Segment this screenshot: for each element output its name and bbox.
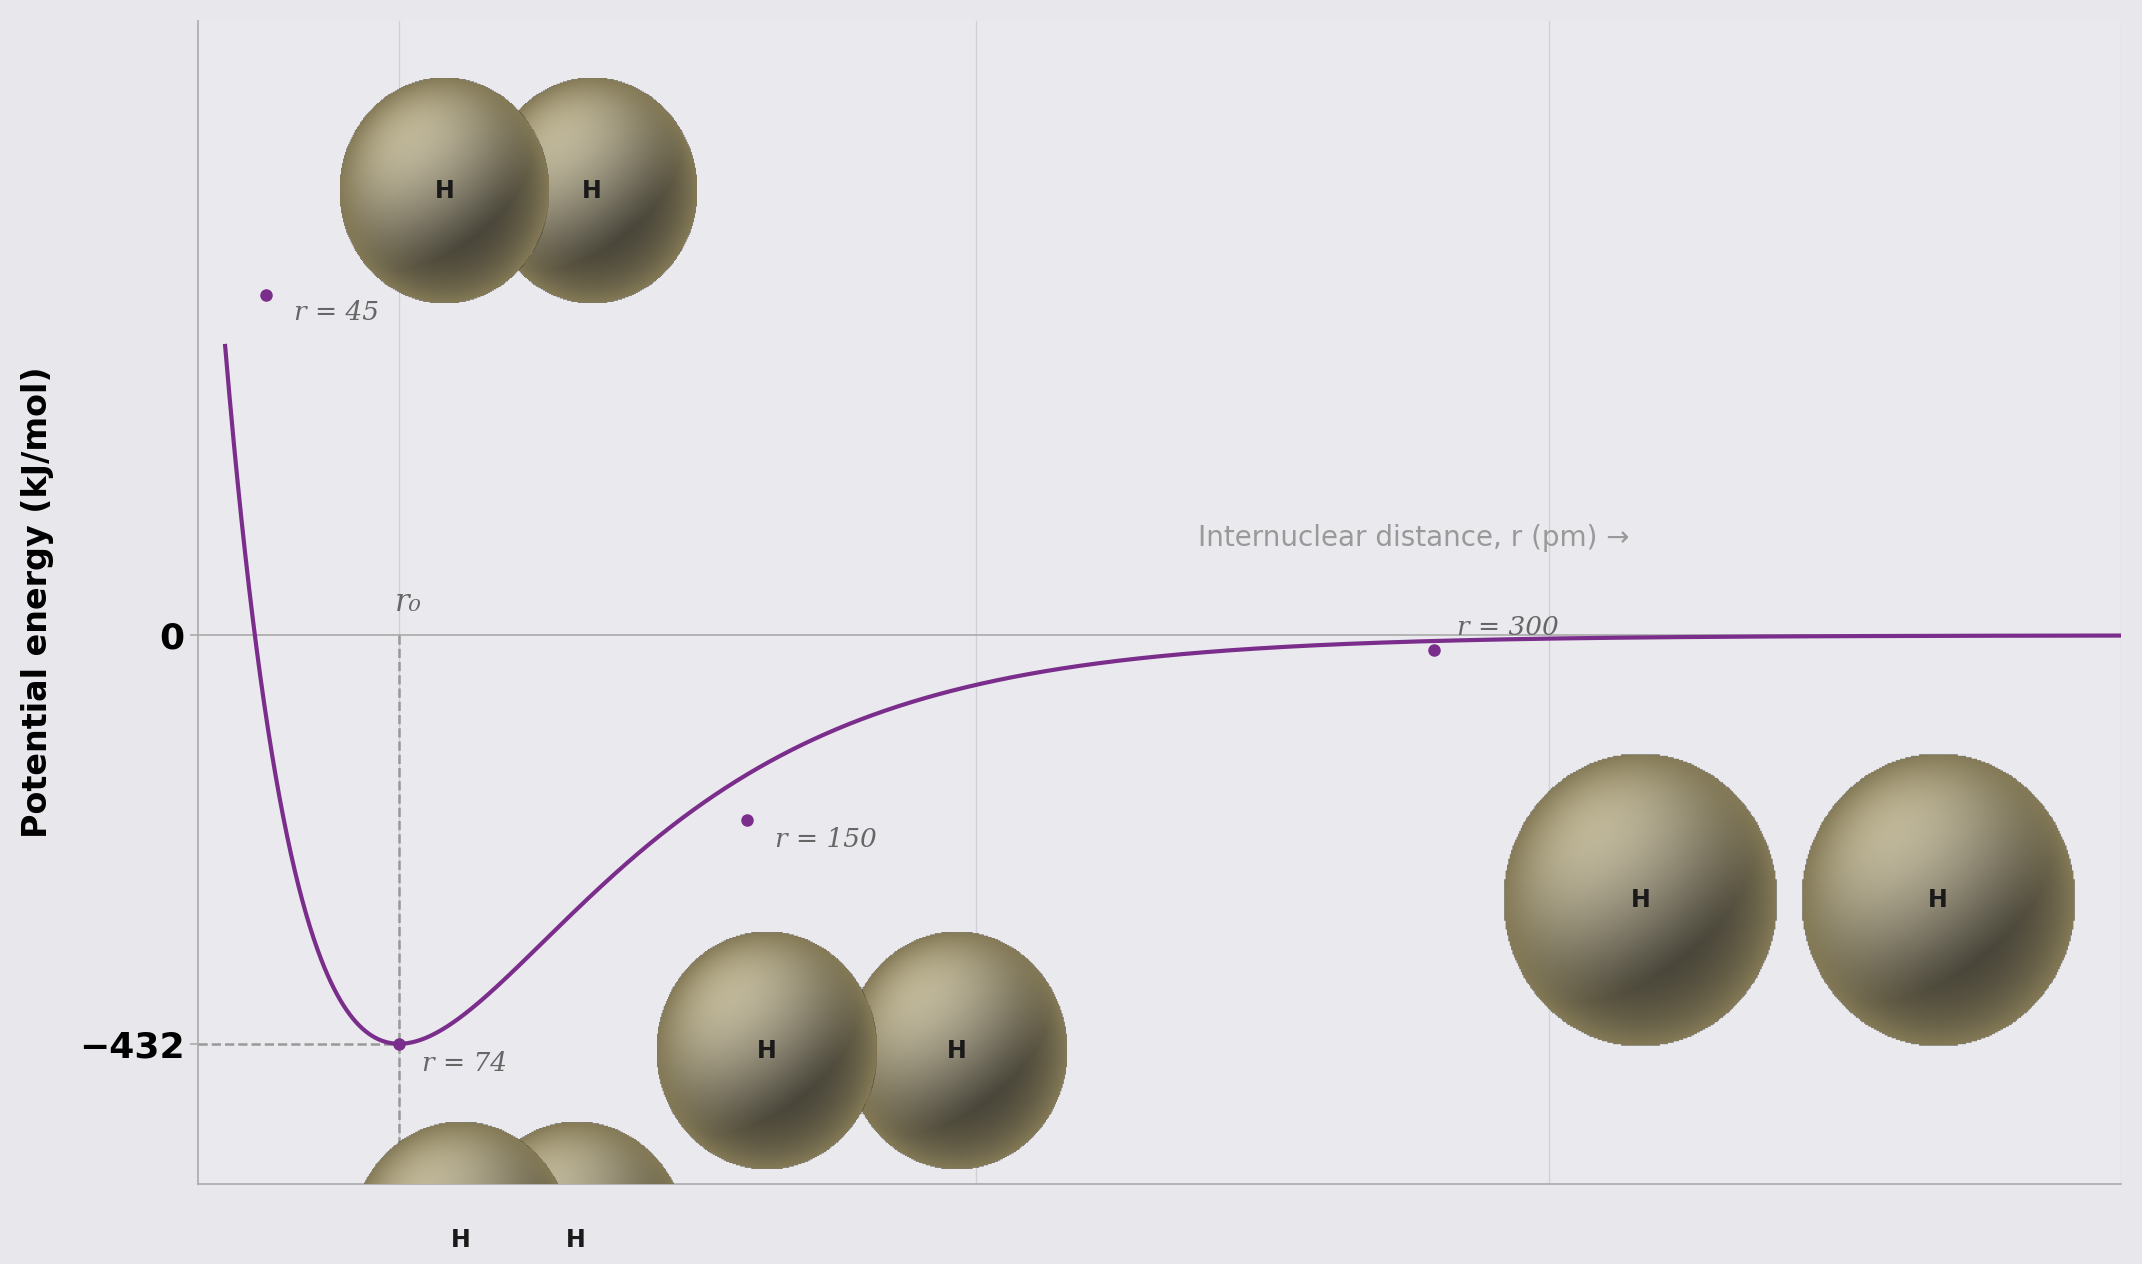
Text: r = 45: r = 45 (293, 300, 379, 325)
Text: H: H (756, 1039, 778, 1063)
Text: r = 300: r = 300 (1457, 616, 1559, 640)
Text: r = 150: r = 150 (775, 827, 876, 852)
Text: H: H (1630, 889, 1649, 913)
Y-axis label: Potential energy (kJ/mol): Potential energy (kJ/mol) (21, 367, 54, 838)
Text: r₀: r₀ (394, 588, 422, 618)
Text: H: H (435, 179, 454, 204)
Text: H: H (1928, 889, 1947, 913)
Text: H: H (583, 179, 602, 204)
Text: Internuclear distance, r (pm) →: Internuclear distance, r (pm) → (1197, 525, 1630, 552)
Text: r = 74: r = 74 (422, 1052, 508, 1077)
Text: H: H (947, 1039, 966, 1063)
Text: H: H (450, 1229, 471, 1253)
Text: Observed
bond distance
in H₂: Observed bond distance in H₂ (756, 1042, 953, 1148)
Text: H: H (565, 1229, 587, 1253)
